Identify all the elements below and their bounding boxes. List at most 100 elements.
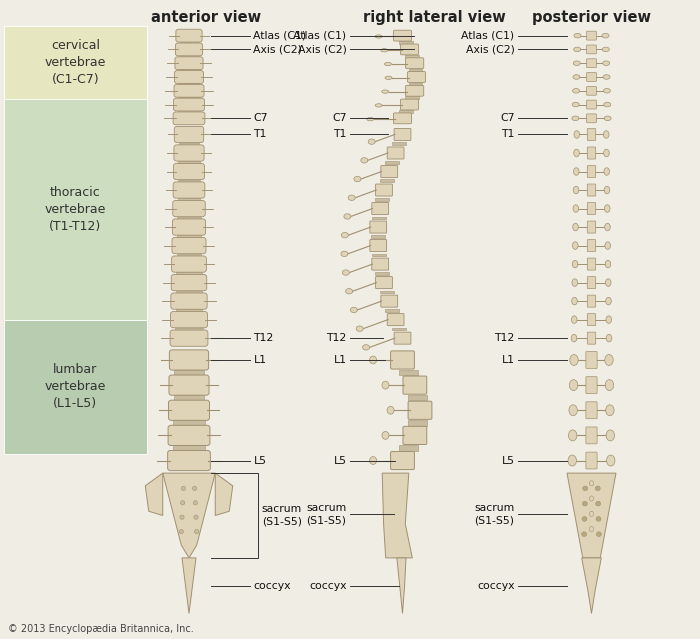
Polygon shape [146,473,162,516]
FancyBboxPatch shape [171,293,207,309]
Bar [179,55,199,58]
FancyBboxPatch shape [172,238,206,254]
Ellipse shape [573,75,580,79]
Text: lumbar
vertebrae
(L1-L5): lumbar vertebrae (L1-L5) [45,363,106,410]
Ellipse shape [606,404,614,416]
FancyBboxPatch shape [400,99,419,110]
Bar [405,96,419,99]
Ellipse shape [382,431,389,439]
Ellipse shape [181,501,185,505]
FancyBboxPatch shape [372,203,389,215]
Text: L1: L1 [501,355,514,365]
FancyBboxPatch shape [387,147,404,159]
Bar [379,291,393,293]
FancyBboxPatch shape [170,330,208,346]
FancyBboxPatch shape [586,427,597,444]
FancyBboxPatch shape [173,182,205,198]
FancyBboxPatch shape [169,375,209,395]
Ellipse shape [356,326,363,332]
FancyBboxPatch shape [174,164,204,180]
FancyBboxPatch shape [408,401,432,419]
Ellipse shape [603,61,610,65]
Polygon shape [182,558,196,613]
Ellipse shape [573,187,579,194]
Bar [392,328,406,330]
Bar [176,272,202,275]
Ellipse shape [589,481,594,486]
Ellipse shape [606,279,611,286]
Text: C7: C7 [253,113,268,123]
Bar [179,69,199,71]
Ellipse shape [573,88,580,93]
Ellipse shape [568,430,577,441]
FancyBboxPatch shape [587,147,596,159]
FancyBboxPatch shape [174,84,204,97]
FancyBboxPatch shape [587,332,596,344]
Ellipse shape [603,102,610,107]
Bar [178,161,199,164]
Ellipse shape [604,168,610,175]
Bar [177,217,201,219]
Bar [409,69,423,72]
FancyBboxPatch shape [394,128,411,141]
Polygon shape [382,473,412,558]
Bar [176,254,202,256]
Ellipse shape [370,457,377,465]
Ellipse shape [346,289,353,294]
Bar [4,99,147,320]
Bar [178,142,199,145]
Ellipse shape [572,260,578,268]
Ellipse shape [573,204,579,212]
FancyBboxPatch shape [587,314,596,326]
Ellipse shape [606,455,615,466]
Ellipse shape [367,118,374,121]
Ellipse shape [370,356,377,364]
Ellipse shape [571,334,577,342]
FancyBboxPatch shape [173,201,205,217]
Text: sacrum
(S1-S5): sacrum (S1-S5) [307,503,346,525]
Ellipse shape [375,35,382,38]
Ellipse shape [573,61,580,65]
FancyBboxPatch shape [587,277,596,289]
Ellipse shape [595,486,601,491]
FancyBboxPatch shape [370,240,386,252]
FancyBboxPatch shape [587,128,596,141]
Text: right lateral view: right lateral view [363,10,505,26]
Polygon shape [567,473,616,558]
Text: coccyx: coccyx [477,581,514,590]
FancyBboxPatch shape [587,166,596,178]
Text: C7: C7 [500,113,514,123]
FancyBboxPatch shape [174,145,204,161]
Ellipse shape [582,532,587,537]
FancyBboxPatch shape [587,59,596,68]
Bar [372,254,386,256]
Ellipse shape [342,233,349,238]
FancyBboxPatch shape [376,277,393,289]
FancyBboxPatch shape [586,452,597,469]
Ellipse shape [603,131,609,138]
FancyBboxPatch shape [391,452,414,470]
FancyBboxPatch shape [172,275,206,291]
FancyBboxPatch shape [394,332,411,344]
Ellipse shape [606,316,612,323]
Bar [399,42,413,44]
Ellipse shape [606,334,612,342]
FancyBboxPatch shape [171,312,207,328]
Ellipse shape [603,75,610,79]
Text: Atlas (C1): Atlas (C1) [461,31,514,41]
Ellipse shape [375,104,382,107]
FancyBboxPatch shape [393,30,412,41]
Text: Atlas (C1): Atlas (C1) [293,31,346,41]
Ellipse shape [574,33,581,38]
FancyBboxPatch shape [174,127,204,142]
Bar [178,198,200,201]
Bar [379,180,393,182]
Bar [392,142,406,145]
Text: coccyx: coccyx [309,581,346,590]
Text: posterior view: posterior view [532,10,651,26]
FancyBboxPatch shape [175,57,203,70]
Ellipse shape [360,158,368,163]
FancyBboxPatch shape [169,350,209,370]
Ellipse shape [572,279,578,286]
Bar [372,217,386,219]
